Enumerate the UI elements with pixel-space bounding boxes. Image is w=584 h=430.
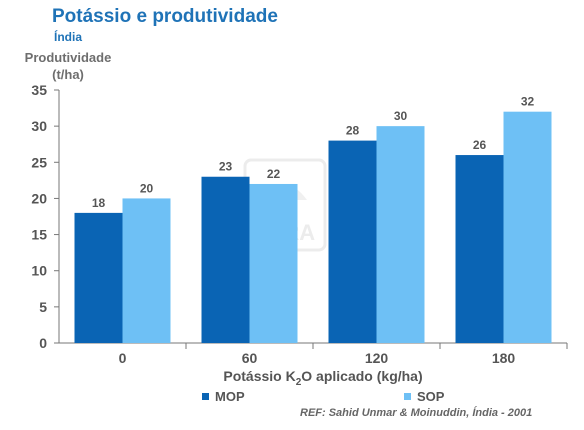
bar-mop-60 bbox=[201, 176, 250, 343]
chart-title: Potássio e produtividade bbox=[52, 6, 278, 27]
legend-item-sop: SOP bbox=[404, 389, 444, 404]
x-axis-label: Potássio K2O aplicado (kg/ha) bbox=[223, 368, 422, 388]
legend-swatch-mop bbox=[202, 393, 209, 400]
y-tick-label: 25 bbox=[31, 154, 47, 170]
data-label-sop-120: 30 bbox=[394, 109, 408, 123]
bar-sop-0 bbox=[122, 198, 171, 343]
y-axis-label-line-2: (t/ha) bbox=[52, 67, 84, 82]
data-label-mop-60: 23 bbox=[219, 160, 233, 174]
legend-swatch-sop bbox=[404, 393, 411, 400]
y-axis-label: Produtividade (t/ha) bbox=[8, 49, 128, 83]
x-tick-label: 60 bbox=[242, 350, 258, 366]
bar-sop-180 bbox=[503, 111, 552, 343]
bar-mop-0 bbox=[74, 212, 123, 343]
y-tick-label: 5 bbox=[39, 299, 47, 315]
y-tick-label: 30 bbox=[31, 118, 47, 134]
legend-label-mop: MOP bbox=[215, 389, 245, 404]
data-label-mop-0: 18 bbox=[92, 196, 106, 210]
data-label-mop-180: 26 bbox=[473, 138, 487, 152]
x-tick-label: 120 bbox=[365, 350, 389, 366]
y-tick-label: 35 bbox=[31, 82, 47, 98]
legend-label-sop: SOP bbox=[417, 389, 445, 404]
x-tick-label: 0 bbox=[119, 350, 127, 366]
y-tick-label: 10 bbox=[31, 263, 47, 279]
data-label-sop-180: 32 bbox=[521, 95, 535, 109]
data-label-sop-60: 22 bbox=[267, 167, 281, 181]
y-tick-label: 15 bbox=[31, 227, 47, 243]
x-tick-label: 180 bbox=[492, 350, 516, 366]
bar-mop-180 bbox=[455, 155, 504, 343]
bar-sop-120 bbox=[376, 126, 425, 344]
chart-subtitle: Índia bbox=[54, 30, 83, 44]
y-tick-label: 20 bbox=[31, 190, 47, 206]
data-label-mop-120: 28 bbox=[346, 124, 360, 138]
bar-sop-60 bbox=[249, 183, 298, 343]
y-axis-label-line-1: Produtividade bbox=[24, 50, 112, 65]
data-label-sop-0: 20 bbox=[140, 181, 154, 195]
legend-item-mop: MOP bbox=[202, 389, 245, 404]
bar-mop-120 bbox=[328, 140, 377, 343]
reference-citation: REF: Sahid Unmar & Moinuddin, Índia - 20… bbox=[300, 407, 533, 419]
y-tick-label: 0 bbox=[39, 335, 47, 351]
